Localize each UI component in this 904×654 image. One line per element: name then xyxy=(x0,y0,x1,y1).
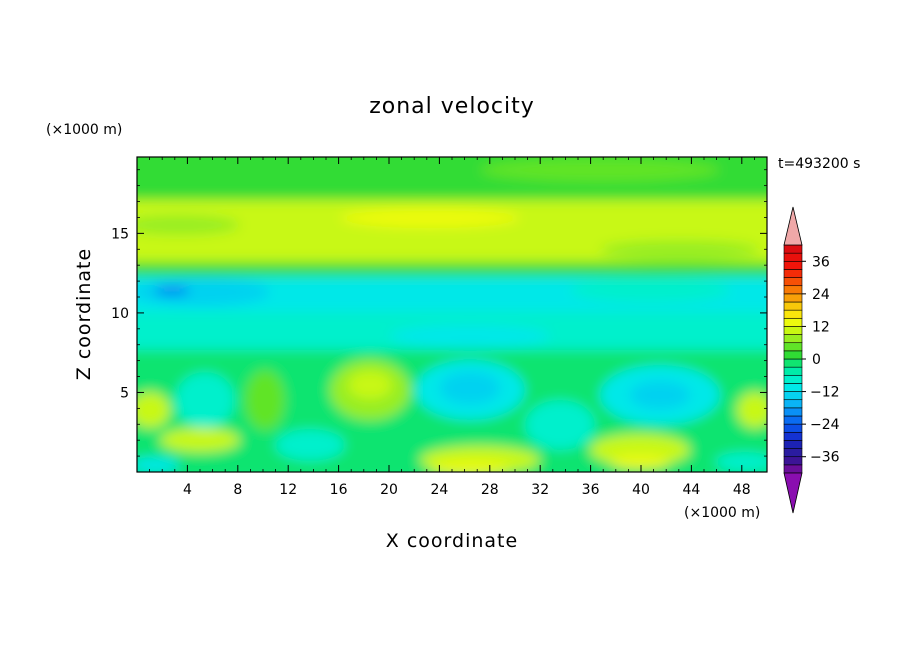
colorbar-tick-label: 0 xyxy=(812,352,821,368)
field-patch xyxy=(175,372,235,428)
colorbar-segment xyxy=(783,326,803,335)
field-patch xyxy=(275,429,345,461)
x-tick-label: 8 xyxy=(233,482,242,498)
x-tick-label: 40 xyxy=(632,482,650,498)
x-tick-label: 44 xyxy=(682,482,700,498)
colorbar-segment xyxy=(783,391,803,401)
field-patch xyxy=(245,370,285,430)
colorbar-segment xyxy=(783,309,803,319)
colorbar-segment xyxy=(783,440,803,449)
field-patch xyxy=(390,324,550,348)
colorbar-segment xyxy=(783,269,803,278)
field-patch xyxy=(525,400,595,450)
colorbar-segment xyxy=(783,293,803,303)
field-patch xyxy=(610,455,670,469)
colorbar-tick-label: 36 xyxy=(812,254,830,270)
field-patch xyxy=(137,278,270,306)
colorbar-segment xyxy=(783,342,803,352)
x-axis: 4 8 12 16 20 24 28 32 36 40 44 48 xyxy=(149,157,755,498)
y-tick-label: 10 xyxy=(111,306,129,322)
field-patch xyxy=(137,392,170,428)
colorbar-segment xyxy=(783,317,803,327)
colorbar-over-triangle xyxy=(783,206,803,246)
field-patch xyxy=(480,158,720,182)
colorbar-tick-label: 12 xyxy=(812,319,830,335)
field-patch xyxy=(340,208,520,228)
colorbar-segment xyxy=(783,260,803,270)
x-unit-label: (×1000 m) xyxy=(684,505,760,521)
x-axis-label: X coordinate xyxy=(386,530,518,552)
colorbar-under-triangle xyxy=(783,472,803,514)
colorbar-tick-label: −12 xyxy=(810,385,840,401)
colorbar-segment xyxy=(783,456,803,466)
y-axis: 5 10 15 xyxy=(111,169,767,457)
colorbar-segment xyxy=(783,374,803,384)
field-band-transition xyxy=(137,262,767,276)
colorbar-segment xyxy=(783,252,803,262)
field-patch xyxy=(600,240,760,260)
y-axis-label: Z coordinate xyxy=(73,248,95,380)
colorbar-segment xyxy=(783,358,803,368)
x-tick-label: 48 xyxy=(733,482,751,498)
colorbar-segment xyxy=(783,350,803,360)
field-patch xyxy=(440,372,500,404)
colorbar-segment xyxy=(783,285,803,295)
colorbar-segment xyxy=(783,423,803,433)
x-tick-label: 20 xyxy=(380,482,398,498)
chart-title: zonal velocity xyxy=(369,94,535,119)
field-patch xyxy=(630,381,690,409)
colorbar: 36 24 12 0 −12 −24 −36 xyxy=(783,206,840,514)
colorbar-tick-label: −24 xyxy=(810,417,840,433)
field-patch xyxy=(590,434,690,466)
y-unit-label: (×1000 m) xyxy=(46,122,122,138)
field-patch xyxy=(154,287,190,295)
colorbar-segment xyxy=(783,383,803,392)
field-patch xyxy=(430,461,510,472)
x-tick-label: 24 xyxy=(430,482,448,498)
colorbar-segment xyxy=(783,334,803,344)
colorbar-tick-label: −36 xyxy=(810,450,840,466)
field-patch xyxy=(137,457,180,472)
x-tick-label: 16 xyxy=(330,482,348,498)
x-tick-label: 28 xyxy=(481,482,499,498)
x-tick-label: 4 xyxy=(183,482,192,498)
field-patch xyxy=(737,392,767,428)
colorbar-segment xyxy=(783,366,803,376)
colorbar-segment xyxy=(783,431,803,441)
colorbar-segment xyxy=(783,464,803,474)
colorbar-segment xyxy=(783,244,803,254)
field-patch xyxy=(348,371,392,399)
field-patch xyxy=(137,215,240,235)
colorbar-segment xyxy=(783,277,803,287)
colorbar-segment xyxy=(783,448,803,458)
colorbar-tick-label: 24 xyxy=(812,287,830,303)
colorbar-segment xyxy=(783,407,803,417)
field-patch xyxy=(570,278,730,302)
colorbar-segment xyxy=(783,415,803,425)
x-tick-label: 12 xyxy=(279,482,297,498)
time-label: t=493200 s xyxy=(778,156,860,172)
x-tick-label: 36 xyxy=(582,482,600,498)
velocity-field xyxy=(137,157,767,472)
y-tick-label: 15 xyxy=(111,226,129,242)
colorbar-segment xyxy=(783,301,803,311)
field-patch xyxy=(715,452,767,472)
x-tick-label: 32 xyxy=(531,482,549,498)
field-patch xyxy=(160,428,240,452)
y-tick-label: 5 xyxy=(120,385,129,401)
colorbar-segment xyxy=(783,399,803,409)
